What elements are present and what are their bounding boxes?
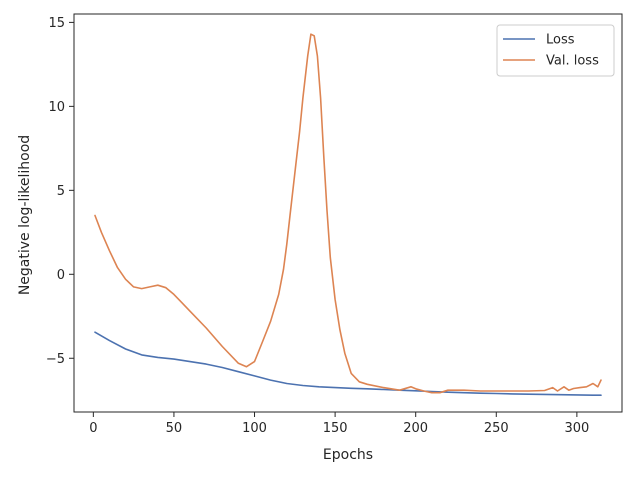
legend-label: Loss — [546, 33, 575, 48]
series-line-loss — [94, 331, 602, 397]
legend: Loss Val. loss — [496, 24, 615, 77]
x-axis-label: Epochs — [323, 447, 373, 463]
series-line-val-loss — [94, 33, 602, 394]
legend-label: Val. loss — [546, 54, 599, 69]
y-tick-label: −5 — [46, 352, 65, 367]
y-tick-label: 5 — [57, 184, 65, 199]
y-axis-label: Negative log-likelihood — [17, 135, 33, 295]
x-axis-ticks: 0 50 100 150 200 250 300 — [89, 412, 589, 436]
y-tick-label: 15 — [48, 16, 65, 31]
x-tick-label: 300 — [564, 421, 589, 436]
plot-area — [73, 13, 623, 413]
x-tick-label: 0 — [89, 421, 97, 436]
series-layer — [94, 33, 602, 397]
legend-box — [496, 24, 615, 77]
x-tick-label: 100 — [242, 421, 267, 436]
y-tick-label: 10 — [48, 100, 65, 115]
x-tick-label: 200 — [403, 421, 428, 436]
y-tick-label: 0 — [57, 268, 65, 283]
x-tick-label: 150 — [323, 421, 348, 436]
x-tick-label: 250 — [484, 421, 509, 436]
y-axis-ticks: −5 0 5 10 15 — [46, 16, 74, 367]
x-tick-label: 50 — [166, 421, 183, 436]
